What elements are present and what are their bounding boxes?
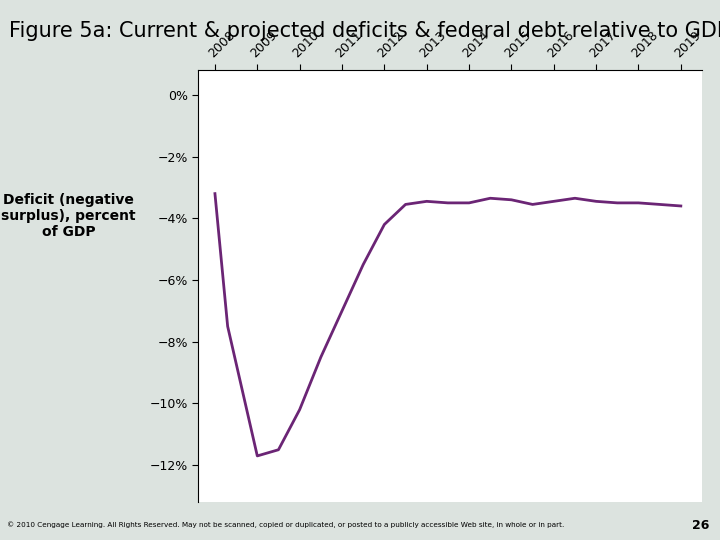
Text: © 2010 Cengage Learning. All Rights Reserved. May not be scanned, copied or dupl: © 2010 Cengage Learning. All Rights Rese…: [7, 522, 564, 529]
Text: 26: 26: [692, 518, 709, 532]
Text: Deficit (negative
surplus), percent
of GDP: Deficit (negative surplus), percent of G…: [1, 193, 135, 239]
Text: Figure 5a: Current & projected deficits & federal debt relative to GDP: Figure 5a: Current & projected deficits …: [9, 21, 720, 41]
